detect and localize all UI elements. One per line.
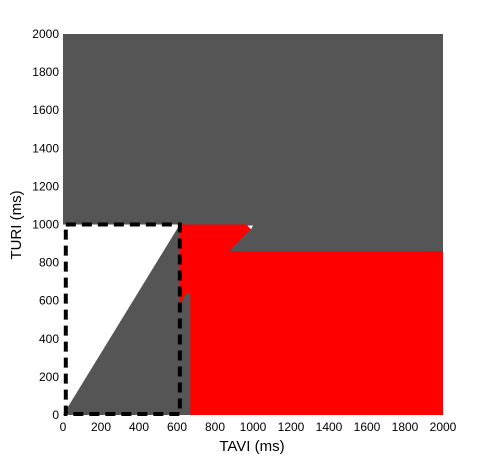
x-tick-label: 2000 xyxy=(430,420,457,434)
x-tick-label: 800 xyxy=(205,420,225,434)
y-tick-label: 2000 xyxy=(32,27,59,41)
region-3 xyxy=(247,225,253,230)
x-tick-label: 0 xyxy=(60,420,67,434)
y-tick-label: 1000 xyxy=(32,218,59,232)
x-tick-label: 600 xyxy=(167,420,187,434)
y-axis-ticks: 0 200 400 600 800 1000 1200 1400 1600 1800 2000 xyxy=(32,27,59,422)
y-tick-label: 200 xyxy=(39,370,59,384)
y-tick-label: 600 xyxy=(39,294,59,308)
y-tick-label: 1600 xyxy=(32,103,59,117)
region-2 xyxy=(63,224,180,415)
x-tick-label: 1400 xyxy=(316,420,343,434)
x-axis-title: TAVI (ms) xyxy=(219,438,284,455)
x-tick-label: 1000 xyxy=(240,420,267,434)
y-axis-title: TURI (ms) xyxy=(8,190,25,259)
x-tick-label: 1600 xyxy=(354,420,381,434)
y-tick-label: 800 xyxy=(39,256,59,270)
chart-regions xyxy=(63,34,444,415)
x-axis-ticks: 0 200 400 600 800 1000 1200 1400 1600 1800 2000 xyxy=(60,420,457,434)
y-tick-label: 1800 xyxy=(32,65,59,79)
y-tick-label: 1200 xyxy=(32,179,59,193)
x-tick-label: 1200 xyxy=(278,420,305,434)
region-1 xyxy=(179,224,444,415)
y-tick-label: 1400 xyxy=(32,141,59,155)
y-tick-label: 400 xyxy=(39,332,59,346)
dashed-box xyxy=(63,222,182,416)
y-tick-label: 0 xyxy=(52,408,59,422)
dashed-box-layer xyxy=(63,222,182,416)
x-tick-label: 200 xyxy=(91,420,111,434)
x-tick-label: 400 xyxy=(129,420,149,434)
x-tick-label: 1800 xyxy=(392,420,419,434)
